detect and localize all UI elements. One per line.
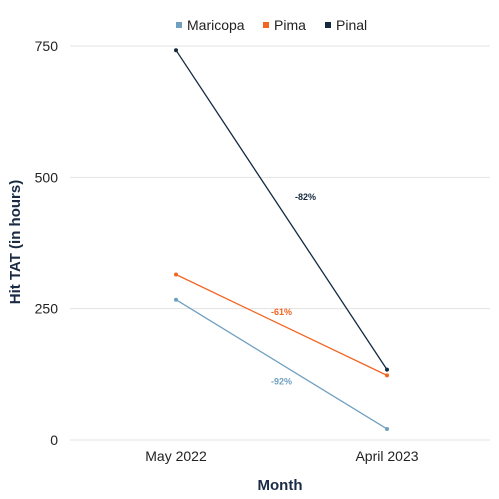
y-tick-label: 750 — [35, 38, 59, 54]
change-label: -61% — [271, 307, 292, 317]
data-point — [174, 48, 178, 53]
x-tick-label: May 2022 — [145, 448, 207, 464]
data-point — [385, 367, 389, 372]
data-point — [385, 426, 389, 431]
y-axis-ticks: 0 250 500 750 — [35, 38, 59, 448]
legend-swatch — [263, 22, 269, 28]
legend-label: Pinal — [336, 17, 367, 33]
x-tick-label: April 2023 — [355, 448, 418, 464]
series-group: -92% -61% -82% — [174, 48, 389, 431]
grid-lines — [70, 45, 490, 441]
legend-label: Maricopa — [187, 17, 245, 33]
y-tick-label: 500 — [35, 169, 59, 185]
x-axis-ticks: May 2022 April 2023 — [145, 448, 418, 464]
y-axis-title: Hit TAT (in hours) — [7, 180, 24, 304]
series-line — [175, 49, 388, 370]
change-label: -92% — [271, 376, 292, 386]
y-tick-label: 250 — [35, 301, 59, 317]
legend-swatch — [176, 22, 182, 28]
data-point — [174, 272, 178, 277]
y-tick-label: 0 — [50, 432, 58, 448]
change-label: -82% — [295, 192, 316, 202]
data-point — [385, 373, 389, 378]
series-line — [175, 273, 388, 376]
legend-label: Pima — [274, 17, 306, 33]
series-line — [175, 299, 388, 430]
legend: Maricopa Pima Pinal — [176, 17, 367, 33]
x-axis-title: Month — [258, 477, 303, 494]
data-point — [174, 297, 178, 302]
legend-swatch — [325, 22, 331, 28]
